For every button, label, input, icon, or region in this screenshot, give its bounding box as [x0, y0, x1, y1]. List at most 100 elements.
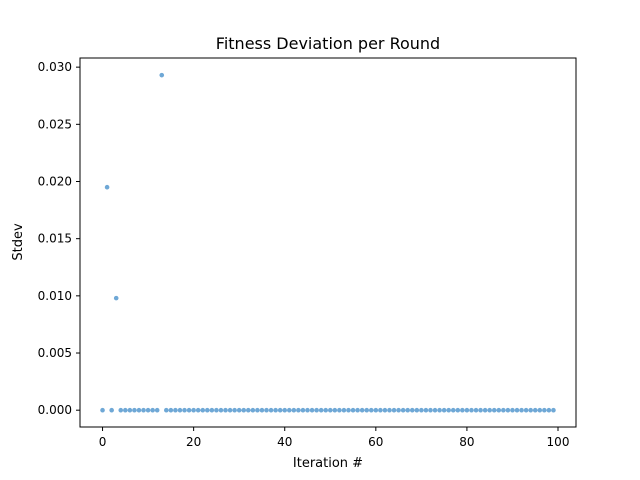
data-point: [378, 407, 383, 413]
data-point: [510, 407, 515, 413]
data-point: [255, 407, 260, 413]
data-point: [405, 407, 411, 413]
data-point: [113, 295, 119, 301]
data-point: [145, 407, 151, 413]
data-point: [428, 407, 433, 413]
data-point: [168, 407, 174, 413]
y-tick-label: 0.005: [38, 346, 72, 360]
data-points: [100, 72, 556, 413]
data-point: [227, 407, 233, 413]
data-point: [437, 407, 442, 413]
data-point: [396, 407, 401, 413]
data-point: [273, 407, 278, 413]
data-point: [200, 407, 206, 413]
data-point: [423, 407, 429, 413]
data-point: [223, 407, 228, 413]
data-point: [286, 407, 292, 413]
x-axis: 0 20 40 60 80 100: [99, 427, 570, 449]
data-point: [282, 407, 288, 413]
data-point: [446, 407, 451, 413]
data-point: [109, 407, 114, 413]
data-point: [232, 407, 237, 413]
data-point: [469, 407, 474, 413]
data-point: [337, 407, 342, 413]
x-axis-label: Iteration #: [293, 456, 363, 471]
data-point: [159, 72, 165, 78]
data-point: [318, 407, 324, 413]
y-axis-label: Stdev: [11, 223, 26, 261]
y-tick-label: 0.030: [38, 60, 72, 74]
data-point: [127, 407, 133, 413]
y-tick-label: 0.000: [38, 403, 72, 417]
x-tick-label: 100: [547, 435, 570, 449]
data-point: [309, 407, 315, 413]
data-point: [327, 407, 333, 413]
data-point: [177, 407, 183, 413]
data-point: [501, 407, 506, 413]
data-point: [305, 407, 310, 413]
y-tick-label: 0.025: [38, 117, 72, 131]
x-tick-label: 80: [459, 435, 474, 449]
data-point: [473, 407, 479, 413]
data-point: [150, 407, 155, 413]
y-tick-label: 0.020: [38, 174, 72, 188]
data-point: [441, 407, 447, 413]
data-point: [236, 407, 242, 413]
data-point: [209, 407, 215, 413]
data-point: [104, 184, 110, 190]
x-tick-label: 20: [186, 435, 201, 449]
data-point: [532, 407, 538, 413]
data-point: [141, 407, 146, 413]
data-point: [100, 407, 105, 413]
data-point: [491, 407, 497, 413]
data-point: [478, 407, 483, 413]
data-point: [314, 407, 319, 413]
data-point: [241, 407, 247, 413]
data-point: [546, 407, 552, 413]
x-tick-label: 0: [99, 435, 107, 449]
y-tick-label: 0.010: [38, 289, 72, 303]
data-point: [528, 407, 533, 413]
data-point: [551, 407, 556, 413]
y-tick-label: 0.015: [38, 232, 72, 246]
chart-title: Fitness Deviation per Round: [216, 34, 440, 53]
data-point: [332, 407, 338, 413]
data-point: [537, 407, 543, 413]
data-point: [250, 407, 256, 413]
data-point: [154, 407, 160, 413]
data-point: [182, 407, 187, 413]
data-point: [291, 407, 297, 413]
data-point: [464, 407, 470, 413]
data-point: [191, 407, 196, 413]
data-point: [387, 407, 392, 413]
data-point: [136, 407, 142, 413]
data-point: [514, 407, 520, 413]
data-point: [364, 407, 370, 413]
data-point: [218, 407, 224, 413]
data-point: [118, 407, 124, 413]
data-point: [123, 407, 128, 413]
data-point: [496, 407, 502, 413]
data-point: [341, 407, 347, 413]
data-point: [414, 407, 420, 413]
data-point: [259, 407, 265, 413]
data-point: [346, 407, 351, 413]
data-point: [300, 407, 306, 413]
data-point: [432, 407, 438, 413]
x-tick-label: 40: [277, 435, 292, 449]
data-point: [460, 407, 465, 413]
data-point: [400, 407, 406, 413]
data-point: [373, 407, 379, 413]
data-point: [264, 407, 269, 413]
data-point: [214, 407, 219, 413]
data-point: [355, 407, 360, 413]
data-point: [350, 407, 356, 413]
data-point: [391, 407, 397, 413]
data-point: [487, 407, 492, 413]
data-point: [195, 407, 201, 413]
data-point: [542, 407, 547, 413]
data-point: [323, 407, 329, 413]
data-point: [186, 407, 192, 413]
data-point: [359, 407, 365, 413]
